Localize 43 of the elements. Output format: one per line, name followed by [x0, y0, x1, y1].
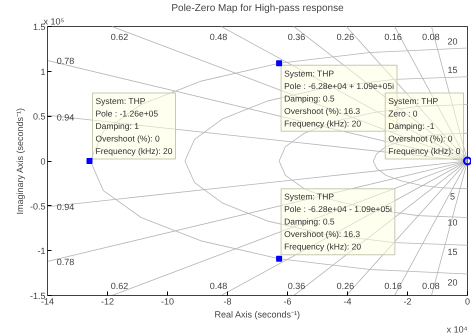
annotation: 0.26 [336, 32, 354, 42]
annotation: 0.94 [56, 202, 74, 212]
x-axis-title: Real Axis (seconds⁻¹) [214, 310, 300, 320]
y-tick-label: 0 [40, 156, 46, 166]
annotation: System: THP Pole : -6.28e+04 - 1.09e+05i Damping: 0.5 Overshoot (%): 16.3 Frequency (kHz): 20 [284, 192, 392, 252]
annotation: 0.78 [56, 56, 74, 66]
annotation: 15 [447, 247, 458, 258]
annotation: 0.16 [384, 32, 402, 42]
x-tick-label: -2 [404, 296, 412, 306]
y-tick-label: 1.5 [32, 22, 46, 32]
annotation: 5 [450, 191, 456, 202]
annotation: 15 [447, 65, 458, 76]
text: x 10⁴ [446, 324, 468, 334]
text: x 10⁵ [44, 16, 65, 26]
x-tick-label: -4 [344, 296, 352, 306]
y-tick-label: -1 [38, 246, 46, 256]
annotation: 0.48 [210, 32, 228, 42]
annotation: 20 [447, 278, 458, 288]
annotation: 0.94 [56, 112, 74, 123]
annotation: 0.26 [336, 281, 354, 292]
chart-title: Pole-Zero Map for High-pass response [171, 3, 344, 14]
annotation: 0.16 [384, 281, 402, 292]
x-tick-label: -12 [100, 296, 114, 306]
annotation: System: THP Zero : 0 Damping: -1 Overshoot (%): 0 Frequency (kHz): 0 [388, 96, 461, 156]
annotation: 10 [447, 217, 458, 228]
x-tick-label: 0 [464, 296, 470, 306]
annotation: 0.62 [110, 281, 128, 292]
y-axis-title: Imaginary Axis (seconds⁻¹) [14, 108, 25, 215]
y-tick-label: 0.5 [32, 112, 46, 122]
annotation: 0.36 [288, 32, 306, 42]
annotation: 0.08 [422, 281, 440, 292]
x-tick-label: -10 [160, 296, 174, 306]
annotation: 0.62 [110, 32, 128, 42]
annotation: 0.36 [288, 281, 306, 292]
annotation: 0.48 [210, 281, 228, 292]
x-tick-label: -8 [224, 296, 232, 306]
x-tick-label: -6 [284, 296, 292, 306]
annotation: System: THP Pole : -1.26e+05 Damping: 1 Overshoot (%): 0 Frequency (kHz): 20 [96, 96, 173, 156]
annotation: 20 [447, 36, 458, 46]
annotation: 0.78 [56, 256, 74, 267]
y-tick-label: -0.5 [30, 201, 46, 212]
y-tick-label: 1 [40, 66, 46, 77]
annotation: 0.08 [422, 32, 440, 42]
